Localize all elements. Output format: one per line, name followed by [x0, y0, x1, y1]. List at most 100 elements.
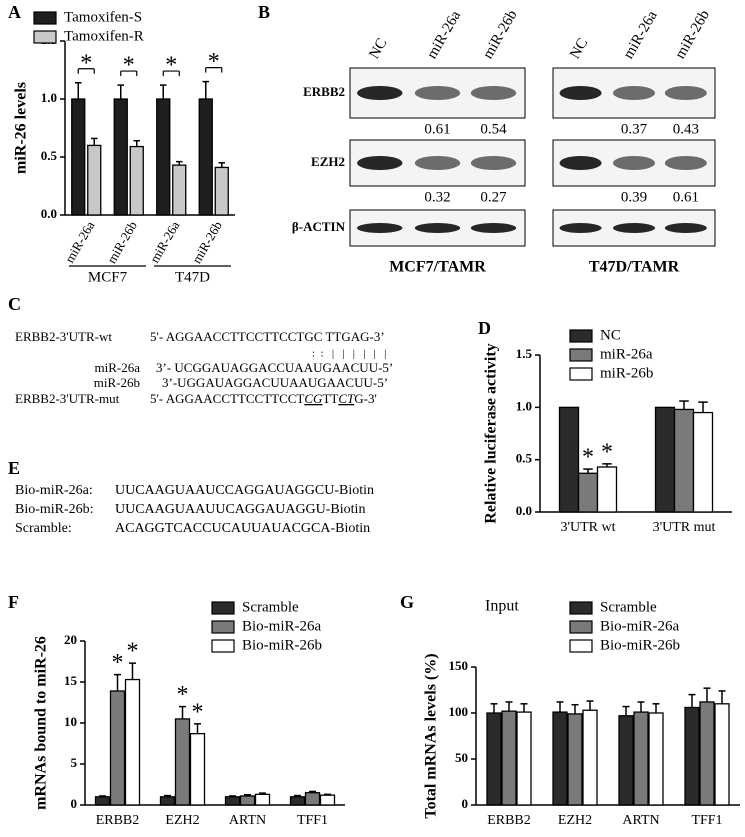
sequence: 3’-UGGAUAGGACUUAAUGAACUU-5’: [162, 375, 388, 390]
error-bar: [75, 82, 82, 99]
band-ratio: 0.32: [424, 189, 450, 205]
bar: [113, 98, 128, 216]
protein-label: β-ACTIN: [292, 219, 346, 234]
y-tick-label: 0.5: [41, 148, 58, 163]
error-bar: [622, 705, 630, 716]
seq-name: ERBB2-3'UTR-mut: [15, 391, 120, 406]
bar: [87, 144, 102, 216]
lane-label: miR-26a: [621, 8, 661, 62]
legend-label: miR-26b: [600, 365, 653, 381]
y-tick-label: 100: [449, 704, 469, 719]
blot-band: [612, 86, 656, 100]
error-bar: [202, 80, 209, 99]
legend-swatch: [569, 329, 593, 343]
bar: [129, 145, 144, 216]
legend-label: Scramble: [600, 599, 657, 615]
probe-sequence: UUCAAGUAAUCCAGGAUAGGCU-Biotin: [115, 483, 374, 498]
y-tick-label: 15: [64, 673, 78, 688]
y-tick-label: 150: [449, 658, 469, 673]
cell-label: T47D/TAMR: [589, 259, 680, 276]
legend-swatch: [211, 601, 235, 615]
error-bar: [490, 703, 498, 713]
legend-label: Tamoxifen-R: [64, 28, 144, 44]
band-ratio: 0.43: [673, 121, 699, 137]
blot-band: [664, 156, 707, 170]
blot-band: [664, 223, 707, 233]
x-tick-label: EZH2: [165, 813, 199, 828]
bar: [486, 712, 502, 806]
y-axis-label: mRNAs bound to miR-26: [33, 636, 50, 810]
blot-band: [559, 86, 602, 100]
x-tick-label: miR-26b: [189, 218, 225, 266]
error-bar: [602, 463, 612, 467]
legend-swatch: [569, 620, 593, 634]
bar: [684, 706, 700, 806]
x-tick-label: miR-26a: [147, 218, 183, 265]
error-bar: [688, 693, 696, 708]
legend-label: Bio-miR-26a: [600, 618, 680, 634]
panel-letter: D: [478, 318, 491, 338]
y-tick-label: 0: [71, 796, 78, 811]
error-bar: [679, 400, 689, 410]
bar: [558, 406, 580, 513]
pairing: : : | | | | | |: [312, 348, 386, 360]
legend-swatch: [33, 30, 57, 44]
bar: [172, 164, 187, 216]
bar: [198, 98, 213, 216]
error-bar: [218, 162, 225, 168]
legend-label: Bio-miR-26b: [600, 637, 680, 653]
bar: [124, 678, 141, 806]
bar: [577, 472, 599, 513]
bar: [567, 713, 583, 806]
bar: [224, 796, 241, 806]
panel-letter: F: [8, 592, 19, 612]
error-bar: [194, 723, 201, 734]
y-axis-label: Total mRNAs levels (%): [423, 653, 440, 818]
sequence: 3’- UCGGAUAGGACCUAAUGAACUU-5’: [156, 360, 393, 375]
bar: [289, 796, 306, 806]
y-tick-label: 0.0: [516, 503, 532, 518]
band-ratio: 0.39: [621, 189, 647, 205]
legend-swatch: [569, 348, 593, 362]
seq-name: miR-26a: [95, 360, 141, 375]
bar: [319, 794, 336, 806]
blot-band: [357, 156, 403, 170]
legend-swatch: [211, 639, 235, 653]
bar: [71, 98, 86, 216]
significance-star: *: [177, 682, 189, 708]
blot-band: [470, 156, 517, 170]
error-bar: [571, 703, 579, 714]
bar: [239, 795, 256, 806]
bar: [214, 166, 229, 216]
error-bar: [583, 468, 593, 474]
x-tick-label: ERBB2: [96, 813, 140, 828]
bar: [552, 711, 568, 806]
bar: [648, 712, 664, 806]
x-tick-label: miR-26a: [62, 218, 98, 265]
error-bar: [176, 160, 183, 166]
significance-star: *: [582, 445, 594, 471]
probe-name: Bio-miR-26a:: [15, 483, 93, 498]
bar: [516, 711, 532, 806]
panel-letter: G: [400, 592, 414, 612]
probe-name: Scramble:: [15, 521, 72, 536]
error-bar: [91, 137, 98, 146]
blot-band: [559, 223, 602, 233]
error-bar: [99, 795, 106, 797]
error-bar: [505, 701, 513, 712]
significance-star: *: [80, 50, 92, 76]
legend-label: Bio-miR-26a: [242, 618, 322, 634]
lane-label: NC: [366, 36, 390, 62]
significance-star: *: [165, 53, 177, 79]
bar: [174, 718, 191, 806]
significance-star: *: [208, 49, 220, 75]
band-ratio: 0.27: [480, 189, 507, 205]
error-bar: [259, 792, 266, 795]
legend-swatch: [211, 620, 235, 634]
x-tick-label: TFF1: [297, 813, 328, 828]
legend-swatch: [569, 367, 593, 381]
blot-band: [470, 223, 517, 233]
y-tick-label: 0.0: [41, 206, 57, 221]
error-bar: [586, 700, 594, 711]
legend-label: miR-26a: [600, 346, 653, 362]
